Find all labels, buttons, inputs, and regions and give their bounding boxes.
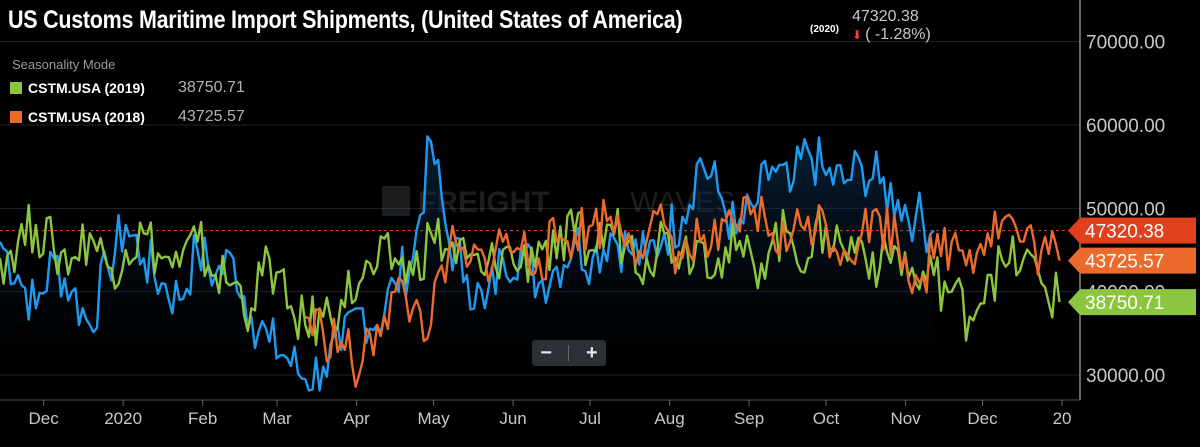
x-tick-label: Dec [28,409,59,428]
x-tick-label: Mar [262,409,292,428]
price-tags: 47320.38 43725.57 38750.71 [1068,217,1196,316]
change-value: ⬇( -1.28%) [852,26,931,44]
zoom-out-button[interactable]: − [540,341,552,364]
zoom-in-button[interactable]: + [586,341,598,364]
x-tick-label: Feb [188,409,217,428]
x-tick-label: Aug [654,409,684,428]
legend-swatch-2018 [10,111,22,123]
price-tag: 38750.71 [1068,289,1196,316]
x-tick-label: Jun [499,409,526,428]
legend-label-2019: CSTM.USA (2019) [28,80,145,96]
last-value: 47320.38 [852,8,919,25]
y-tick-label: 50000.00 [1086,199,1165,220]
series-2020-line [0,135,935,392]
x-axis-ticks: Dec 2020 Feb Mar Apr May Jun Jul Aug Sep Oct Nov Dec… [28,400,1072,428]
x-tick-label: Apr [343,409,370,428]
x-tick-label: Dec [967,409,998,428]
down-arrow-icon: ⬇ [852,28,863,42]
legend-swatch-2019 [10,82,22,94]
x-tick-label: 20 [1053,409,1072,428]
zoom-separator [568,345,570,361]
x-tick-label: May [417,409,450,428]
x-tick-label: Sep [734,409,764,428]
series-2020-area [0,136,934,400]
x-tick-label: Jul [579,409,601,428]
y-tick-label: 70000.00 [1086,33,1165,54]
price-tag: 43725.57 [1068,247,1196,274]
price-tag: 47320.38 [1068,217,1196,244]
price-tag-label: 38750.71 [1085,293,1164,314]
y-tick-label: 60000.00 [1086,116,1165,137]
y-tick-label: 30000.00 [1086,366,1165,387]
legend-value-2019: 38750.71 [178,79,245,96]
year-tag: (2020) [810,24,839,35]
legend-item-2018[interactable]: CSTM.USA (2018) 43725.57 [10,108,245,125]
series-2018-line [304,195,1061,388]
change-percent: ( -1.28%) [865,26,931,43]
x-tick-label: 2020 [104,409,142,428]
zoom-controls: − + [532,340,606,366]
legend-value-2018: 43725.57 [178,108,245,125]
chart-header: US Customs Maritime Import Shipments, (U… [8,6,792,35]
x-tick-label: Nov [890,409,921,428]
price-tag-label: 43725.57 [1085,252,1164,273]
price-tag-label: 47320.38 [1085,222,1164,243]
legend-label-2018: CSTM.USA (2018) [28,109,145,125]
series-lines [0,135,1061,392]
legend-item-2019[interactable]: CSTM.USA (2019) 38750.71 [10,79,245,96]
x-tick-label: Oct [813,409,840,428]
chart-title: US Customs Maritime Import Shipments, (U… [8,6,683,34]
seasonality-mode-label: Seasonality Mode [12,57,116,72]
